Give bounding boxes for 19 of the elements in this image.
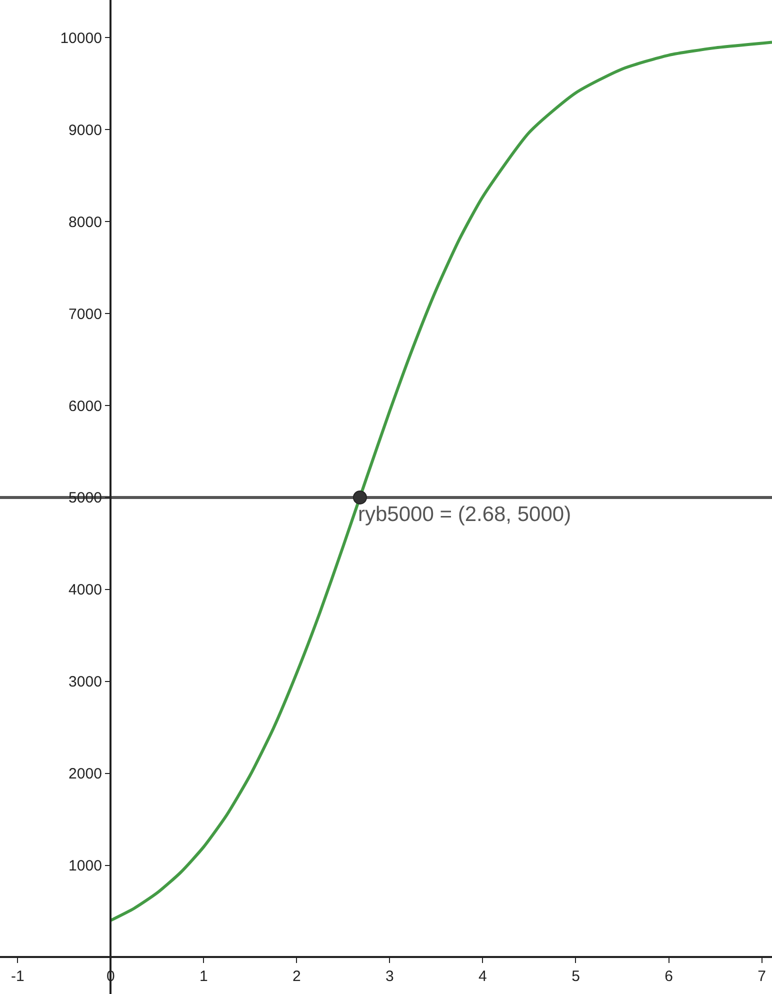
x-tick-label: 5 bbox=[572, 968, 580, 985]
line-series bbox=[109, 40, 772, 922]
x-tick-label: 6 bbox=[664, 968, 673, 985]
y-tick-label: 2000 bbox=[68, 766, 102, 783]
x-tick-label: -1 bbox=[11, 968, 24, 985]
y-tick-label: 8000 bbox=[68, 214, 102, 231]
y-tick-label: 1000 bbox=[68, 858, 102, 875]
x-tick-label: 7 bbox=[758, 968, 766, 985]
y-tick-label: 6000 bbox=[68, 398, 102, 415]
annotation: ryb5000 = (2.68, 5000) bbox=[358, 503, 572, 526]
x-tick-label: 1 bbox=[200, 968, 208, 985]
y-tick-label: 3000 bbox=[68, 674, 102, 691]
y-tick-label: 9000 bbox=[68, 122, 102, 139]
x-tick-label: 3 bbox=[386, 968, 394, 985]
y-tick-label: 4000 bbox=[68, 582, 102, 599]
y-tick-label: 10000 bbox=[60, 30, 102, 47]
x-tick-label: 4 bbox=[478, 968, 487, 985]
x-tick-label: 2 bbox=[292, 968, 301, 985]
y-tick-label: 7000 bbox=[68, 306, 102, 323]
